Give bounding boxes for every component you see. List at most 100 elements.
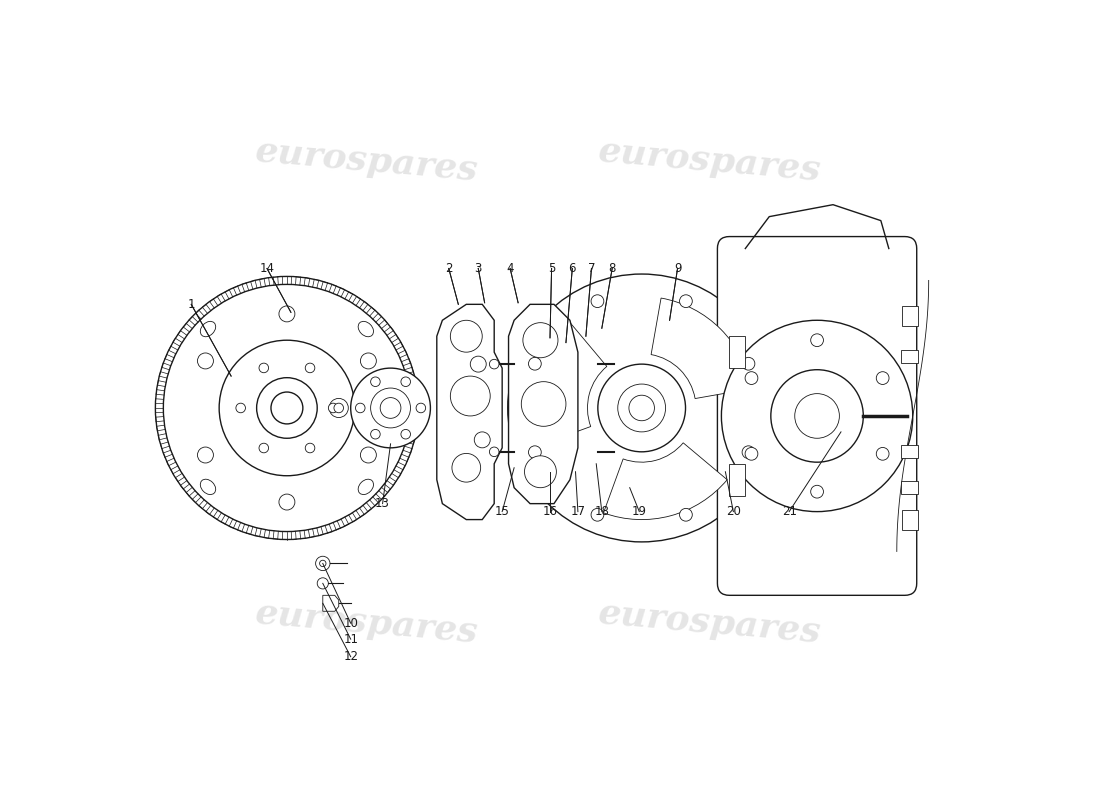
Circle shape <box>400 377 410 386</box>
Circle shape <box>680 294 692 307</box>
Polygon shape <box>322 595 339 611</box>
Bar <box>902 510 918 530</box>
Polygon shape <box>508 304 578 504</box>
Circle shape <box>745 372 758 385</box>
Circle shape <box>450 320 482 352</box>
FancyBboxPatch shape <box>717 237 916 595</box>
Ellipse shape <box>200 322 216 337</box>
Text: 1: 1 <box>187 298 195 311</box>
Circle shape <box>355 403 365 413</box>
Circle shape <box>258 363 268 373</box>
Circle shape <box>522 322 558 358</box>
Circle shape <box>471 356 486 372</box>
Circle shape <box>591 294 604 307</box>
Circle shape <box>256 378 317 438</box>
Ellipse shape <box>359 479 374 494</box>
Circle shape <box>521 382 565 426</box>
Circle shape <box>525 456 557 488</box>
Circle shape <box>381 398 400 418</box>
Text: 9: 9 <box>674 262 681 275</box>
Circle shape <box>771 370 864 462</box>
Polygon shape <box>437 304 503 519</box>
Text: 8: 8 <box>608 262 616 275</box>
Circle shape <box>371 377 381 386</box>
Text: 2: 2 <box>446 262 452 275</box>
Circle shape <box>597 364 685 452</box>
Circle shape <box>618 384 666 432</box>
Circle shape <box>490 447 499 457</box>
Bar <box>902 306 918 326</box>
Circle shape <box>811 486 824 498</box>
Circle shape <box>306 363 315 373</box>
Circle shape <box>490 359 499 369</box>
Circle shape <box>811 334 824 346</box>
Circle shape <box>235 403 245 413</box>
Circle shape <box>361 353 376 369</box>
Circle shape <box>508 274 776 542</box>
Text: 5: 5 <box>548 262 556 275</box>
Circle shape <box>361 447 376 463</box>
Circle shape <box>198 353 213 369</box>
Text: eurospares: eurospares <box>596 597 823 650</box>
Circle shape <box>745 447 758 460</box>
Circle shape <box>877 372 889 385</box>
Text: 17: 17 <box>571 505 585 518</box>
Circle shape <box>317 578 329 589</box>
Circle shape <box>877 447 889 460</box>
Text: 7: 7 <box>587 262 595 275</box>
Bar <box>729 336 746 368</box>
Circle shape <box>155 277 418 539</box>
Wedge shape <box>530 322 607 446</box>
Circle shape <box>680 508 692 521</box>
Circle shape <box>198 447 213 463</box>
Circle shape <box>474 432 491 448</box>
Text: 6: 6 <box>569 262 576 275</box>
Ellipse shape <box>359 322 374 337</box>
Text: 19: 19 <box>631 505 647 518</box>
Circle shape <box>452 454 481 482</box>
Circle shape <box>528 446 541 458</box>
Text: 16: 16 <box>542 505 558 518</box>
Text: eurospares: eurospares <box>596 134 823 187</box>
Ellipse shape <box>200 479 216 494</box>
Text: 11: 11 <box>343 633 359 646</box>
Text: eurospares: eurospares <box>254 597 480 650</box>
Circle shape <box>450 376 491 416</box>
Text: 3: 3 <box>474 262 482 275</box>
Circle shape <box>279 306 295 322</box>
Bar <box>901 350 918 362</box>
Text: 10: 10 <box>343 617 359 630</box>
Circle shape <box>722 320 913 512</box>
Circle shape <box>306 443 315 453</box>
Circle shape <box>258 443 268 453</box>
Bar <box>901 482 918 494</box>
Circle shape <box>416 403 426 413</box>
Circle shape <box>334 403 343 413</box>
Circle shape <box>371 430 381 439</box>
Circle shape <box>400 430 410 439</box>
Circle shape <box>794 394 839 438</box>
Text: 12: 12 <box>343 650 359 663</box>
Circle shape <box>742 446 755 458</box>
Circle shape <box>591 508 604 521</box>
Circle shape <box>371 388 410 428</box>
Wedge shape <box>604 443 727 519</box>
Wedge shape <box>651 298 751 398</box>
Text: 14: 14 <box>260 262 275 275</box>
Circle shape <box>320 560 326 566</box>
Text: eurospares: eurospares <box>254 134 480 187</box>
Text: 21: 21 <box>782 505 796 518</box>
Circle shape <box>528 358 541 370</box>
Bar <box>729 464 746 496</box>
Circle shape <box>316 556 330 570</box>
Text: 15: 15 <box>495 505 509 518</box>
Circle shape <box>271 392 303 424</box>
Circle shape <box>742 358 755 370</box>
Circle shape <box>219 340 354 476</box>
Text: 18: 18 <box>594 505 609 518</box>
Text: 4: 4 <box>506 262 514 275</box>
Text: 20: 20 <box>726 505 740 518</box>
Circle shape <box>629 395 654 421</box>
Circle shape <box>329 403 338 413</box>
Circle shape <box>351 368 430 448</box>
